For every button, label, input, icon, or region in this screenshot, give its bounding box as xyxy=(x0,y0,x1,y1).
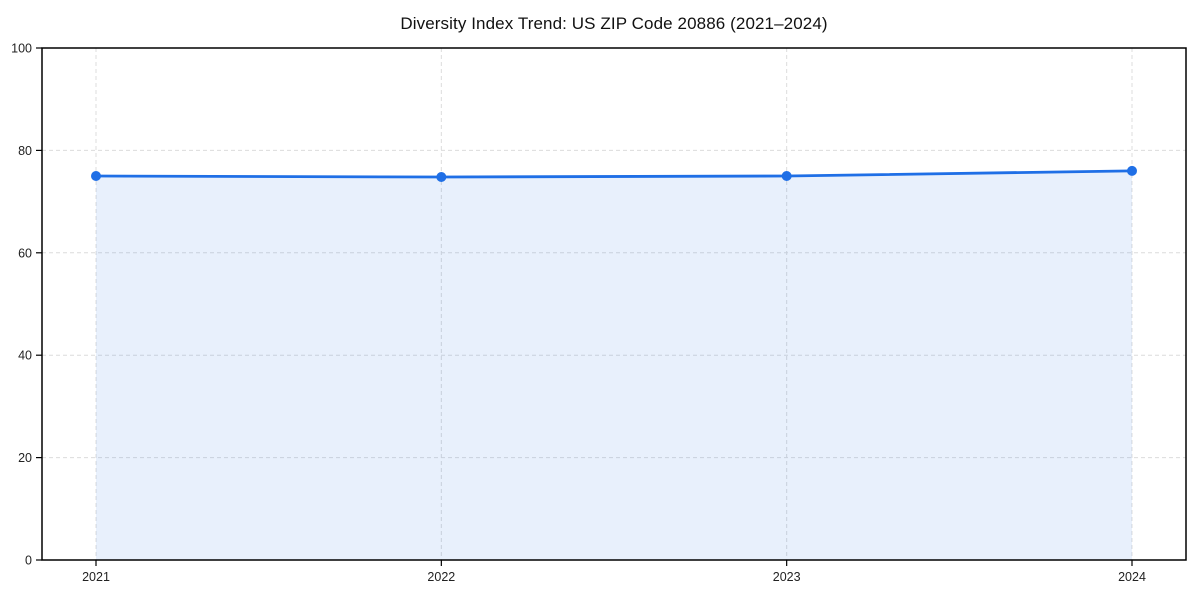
data-point-2023 xyxy=(781,171,792,181)
trend-line xyxy=(94,169,1134,179)
area-fill xyxy=(96,170,1132,560)
plot-border xyxy=(41,47,1187,561)
y-tick-label: 60 xyxy=(18,246,32,260)
x-tick-label: 2023 xyxy=(773,570,801,584)
y-tick-label: 0 xyxy=(25,554,32,568)
data-point-2024 xyxy=(1127,165,1137,176)
x-tick-label: 2021 xyxy=(82,570,110,584)
y-tick-label: 40 xyxy=(18,349,32,363)
chart-title: Diversity Index Trend: US ZIP Code 20886… xyxy=(400,14,828,33)
y-tick-label: 80 xyxy=(18,144,32,158)
x-tick-label: 2022 xyxy=(427,570,455,584)
data-point-2022 xyxy=(436,172,447,183)
y-tick-label: 100 xyxy=(11,42,32,56)
y-tick-label: 20 xyxy=(18,451,32,465)
x-tick-label: 2024 xyxy=(1118,570,1146,584)
data-point-2021 xyxy=(91,171,101,181)
